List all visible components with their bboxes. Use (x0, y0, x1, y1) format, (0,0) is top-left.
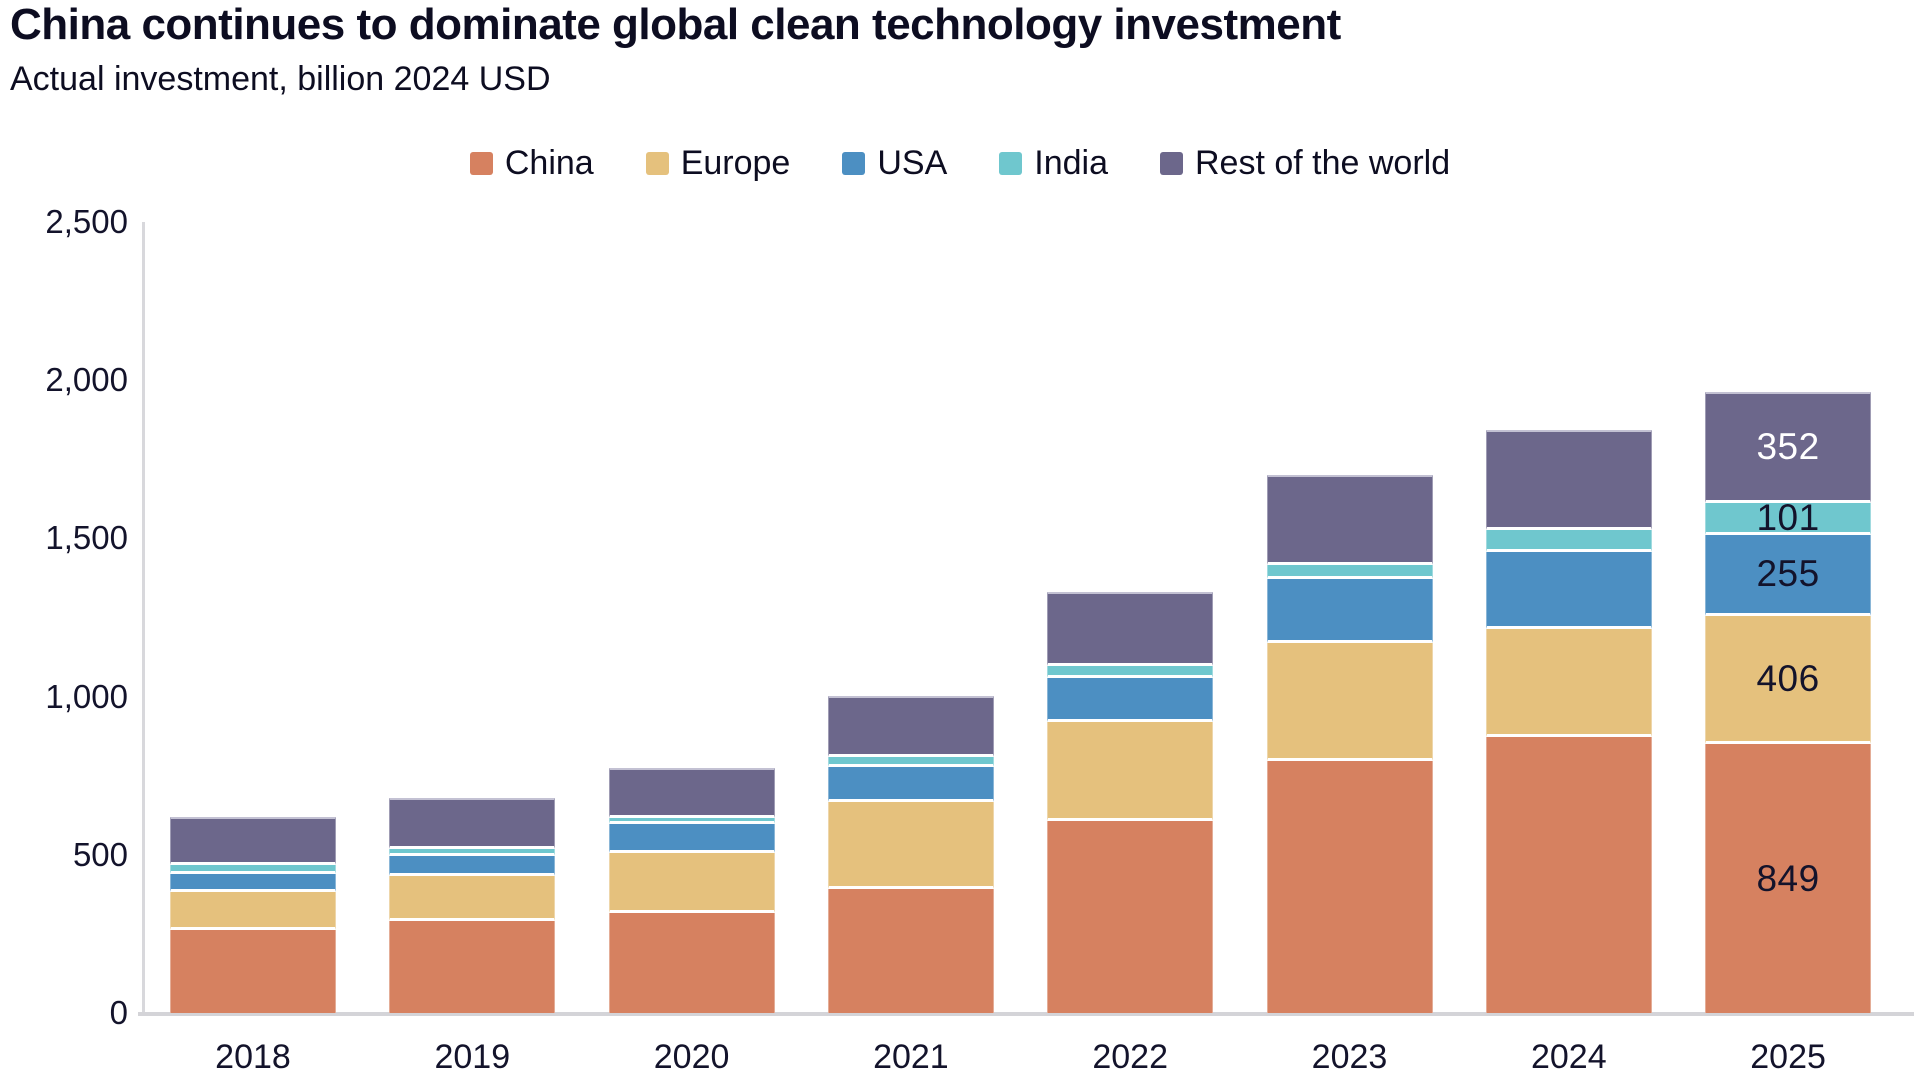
legend: China Europe USA India Rest of the world (0, 144, 1920, 183)
bar-segment-india-2023 (1266, 564, 1433, 579)
bar-segment-china-2023 (1266, 760, 1433, 1013)
bar-segment-india-2024 (1485, 530, 1652, 553)
bar-segment-usa-2025: 255 (1705, 535, 1872, 616)
bar-segment-china-2024 (1485, 737, 1652, 1013)
legend-label: Europe (680, 144, 791, 182)
legend-label: Rest of the world (1195, 144, 1451, 182)
x-axis-label: 2025 (1750, 1038, 1826, 1076)
bar-segment-rest-of-the-world-2024 (1485, 430, 1652, 531)
x-axis-line (138, 1012, 1914, 1016)
bar-segment-india-2021 (827, 757, 994, 767)
bar-segment-usa-2021 (827, 766, 994, 802)
bar-segment-china-2020 (608, 913, 775, 1013)
legend-item: Europe (645, 144, 791, 183)
bar-segment-rest-of-the-world-2025: 352 (1705, 391, 1872, 504)
y-tick-label: 2,000 (45, 361, 128, 399)
bar-segment-europe-2018 (170, 892, 336, 931)
bar-value-label: 849 (1756, 857, 1820, 899)
bar-segment-usa-2020 (608, 823, 775, 853)
legend-swatch-icon (645, 152, 669, 175)
bar-segment-india-2018 (170, 865, 336, 875)
bar-segment-usa-2019 (389, 856, 556, 876)
bar-segment-rest-of-the-world-2021 (827, 696, 994, 758)
x-axis-label: 2019 (434, 1038, 511, 1076)
bar-segment-europe-2020 (608, 852, 775, 913)
bar-segment-europe-2024 (1485, 629, 1652, 738)
bar-segment-usa-2024 (1485, 552, 1652, 630)
bar-segment-china-2019 (389, 920, 556, 1013)
bar-segment-usa-2018 (170, 874, 336, 893)
bar-segment-china-2025: 849 (1705, 744, 1872, 1013)
bar-segment-europe-2025: 406 (1705, 615, 1872, 745)
bar-segment-india-2020 (608, 817, 775, 824)
legend-item: USA (842, 144, 947, 183)
bar-segment-rest-of-the-world-2023 (1266, 475, 1433, 565)
y-axis-line (142, 222, 145, 1013)
bar-segment-europe-2021 (827, 801, 994, 889)
bar-segment-india-2025: 101 (1705, 497, 1872, 538)
legend-swatch-icon (469, 152, 493, 175)
bar-value-label: 101 (1756, 496, 1820, 538)
bar-segment-china-2018 (170, 930, 336, 1013)
page-subtitle: Actual investment, billion 2024 USD (10, 60, 551, 98)
bar-segment-india-2022 (1047, 665, 1214, 678)
x-axis-label: 2022 (1092, 1038, 1169, 1076)
legend-label: USA (877, 144, 948, 182)
bar-segment-rest-of-the-world-2019 (389, 798, 556, 850)
y-tick-label: 1,000 (45, 677, 128, 715)
bar-value-label: 255 (1756, 553, 1820, 595)
y-tick-label: 0 (109, 994, 128, 1031)
y-tick-label: 2,500 (45, 203, 128, 240)
legend-item: Rest of the world (1160, 144, 1450, 183)
legend-label: China (504, 144, 594, 182)
x-axis-label: 2023 (1311, 1038, 1388, 1076)
x-axis-label: 2018 (215, 1038, 291, 1076)
legend-label: India (1034, 144, 1108, 182)
bar-segment-usa-2023 (1266, 578, 1433, 643)
bar-segment-rest-of-the-world-2018 (170, 817, 336, 866)
bar-value-label: 406 (1756, 657, 1820, 699)
y-tick-label: 1,500 (45, 519, 128, 557)
x-axis-label: 2021 (873, 1038, 949, 1076)
legend-item: India (999, 144, 1108, 183)
legend-swatch-icon (1160, 152, 1183, 175)
bar-segment-china-2022 (1047, 820, 1214, 1013)
legend-swatch-icon (999, 152, 1023, 175)
bar-segment-india-2019 (389, 849, 556, 857)
bar-segment-europe-2019 (389, 875, 556, 921)
bar-value-label: 352 (1756, 426, 1820, 468)
legend-item: China (469, 144, 594, 183)
page-title: China continues to dominate global clean… (10, 0, 1341, 49)
legend-swatch-icon (842, 152, 866, 175)
bar-segment-europe-2022 (1047, 721, 1214, 821)
x-axis-label: 2024 (1530, 1038, 1607, 1076)
bar-segment-rest-of-the-world-2022 (1047, 591, 1214, 666)
bar-segment-europe-2023 (1266, 642, 1433, 761)
bar-segment-rest-of-the-world-2020 (608, 767, 775, 818)
y-tick-label: 500 (72, 835, 128, 873)
x-axis-label: 2020 (653, 1038, 730, 1076)
bar-segment-china-2021 (827, 888, 994, 1013)
bar-segment-usa-2022 (1047, 677, 1214, 722)
